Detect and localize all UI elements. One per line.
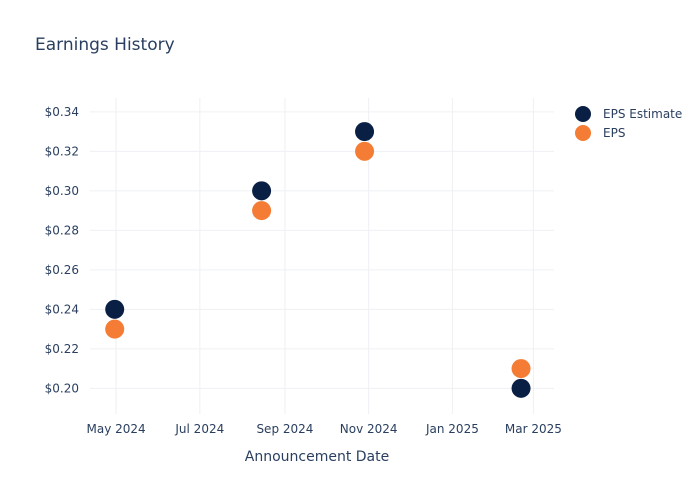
legend-marker[interactable]	[575, 106, 591, 122]
eps-point[interactable]	[511, 359, 531, 379]
legend-marker[interactable]	[575, 125, 591, 141]
eps-estimate-point[interactable]	[105, 299, 125, 319]
legend[interactable]: EPS Estimate EPS	[575, 106, 682, 141]
y-tick-label: $0.28	[45, 223, 79, 237]
eps-point[interactable]	[252, 201, 272, 221]
x-axis-ticks: May 2024 Jul 2024 Sep 2024 Nov 2024 Jan 2025…	[86, 422, 561, 436]
y-tick-label: $0.32	[45, 144, 79, 158]
legend-label[interactable]: EPS Estimate	[603, 107, 682, 121]
y-tick-label: $0.20	[45, 381, 79, 395]
legend-label[interactable]: EPS	[603, 126, 625, 140]
y-tick-label: $0.34	[45, 105, 79, 119]
x-tick-label: Jul 2024	[174, 422, 224, 436]
data-points	[105, 122, 531, 398]
x-tick-label: Mar 2025	[505, 422, 562, 436]
x-tick-label: May 2024	[86, 422, 145, 436]
chart-title: Earnings History	[35, 35, 175, 55]
eps-point[interactable]	[105, 319, 125, 339]
x-axis-title: Announcement Date	[245, 449, 389, 465]
y-tick-label: $0.30	[45, 184, 79, 198]
grid-layer	[90, 98, 554, 414]
eps-point[interactable]	[355, 141, 375, 161]
eps-estimate-point[interactable]	[511, 378, 531, 398]
x-tick-label: Nov 2024	[340, 422, 398, 436]
y-tick-label: $0.24	[45, 302, 79, 316]
y-axis-ticks: $0.20 $0.22 $0.24 $0.26 $0.28 $0.30 $0.32 $0.34	[45, 105, 79, 396]
y-tick-label: $0.22	[45, 342, 79, 356]
x-tick-label: Jan 2025	[425, 422, 479, 436]
y-tick-label: $0.26	[45, 263, 79, 277]
x-tick-label: Sep 2024	[256, 422, 313, 436]
eps-estimate-point[interactable]	[252, 181, 272, 201]
eps-estimate-point[interactable]	[355, 122, 375, 142]
